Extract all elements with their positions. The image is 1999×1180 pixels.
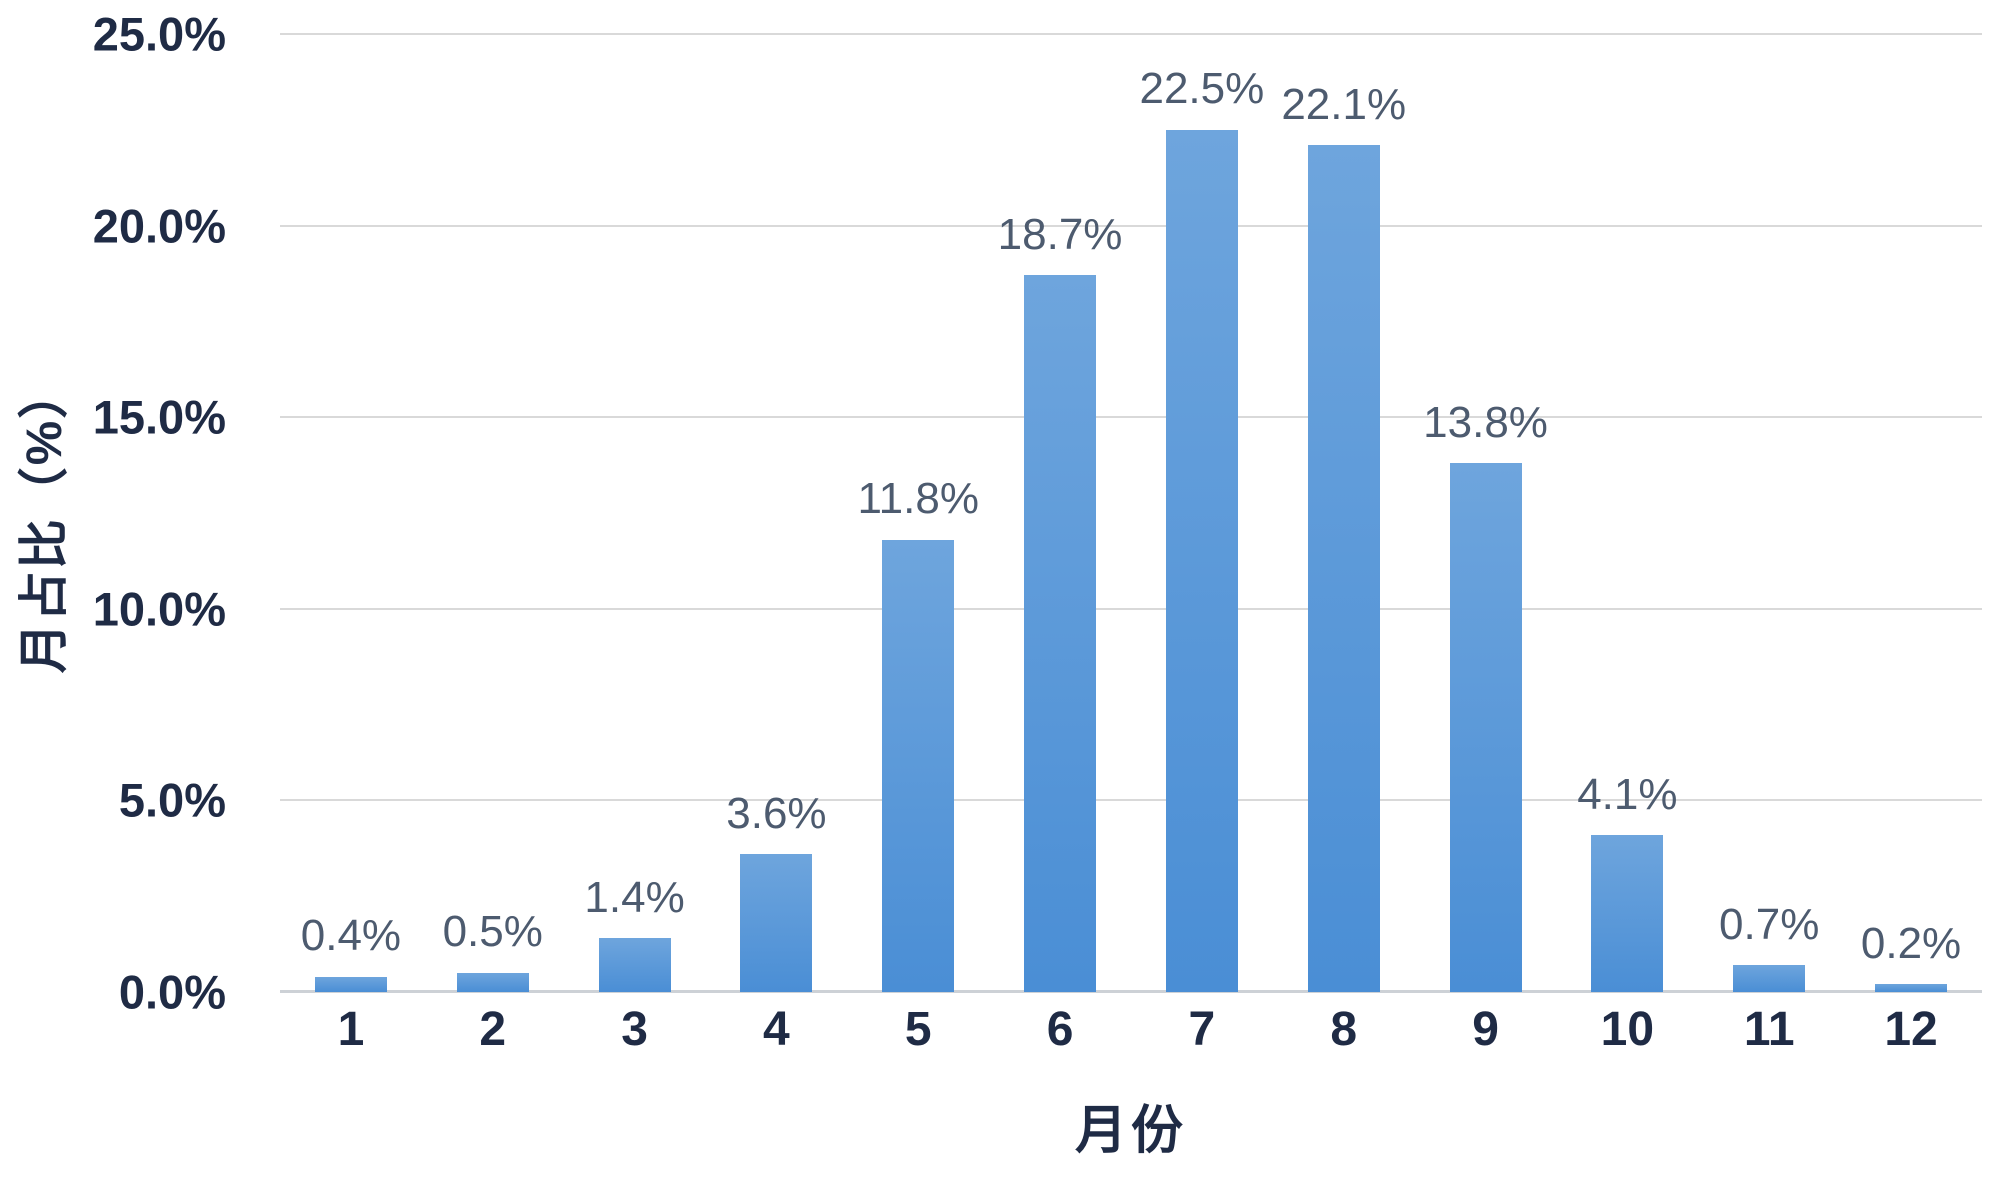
bar-column: 3.6% bbox=[705, 34, 847, 992]
bar-column: 13.8% bbox=[1415, 34, 1557, 992]
bar-value-label: 13.8% bbox=[1423, 397, 1548, 447]
bar-value-label: 1.4% bbox=[584, 872, 685, 922]
x-axis-line bbox=[280, 990, 1982, 993]
x-axis-tick-label: 9 bbox=[1472, 1003, 1499, 1056]
bar-value-label: 0.7% bbox=[1719, 899, 1820, 949]
bar-month-4 bbox=[740, 854, 813, 992]
bar-value-label: 22.5% bbox=[1139, 64, 1265, 114]
bar-column: 22.1% bbox=[1273, 34, 1415, 992]
bar-month-8 bbox=[1307, 145, 1380, 992]
bar-value-label: 4.1% bbox=[1577, 769, 1678, 819]
bar-column: 0.5% bbox=[422, 34, 564, 992]
bar-value-label: 0.5% bbox=[442, 907, 543, 957]
x-axis-tick-label: 6 bbox=[1046, 1003, 1074, 1056]
bar-value-label: 3.6% bbox=[726, 788, 827, 838]
bar-month-10 bbox=[1591, 834, 1664, 992]
bar-column: 11.8% bbox=[847, 34, 989, 992]
bar-column: 0.4% bbox=[280, 34, 422, 992]
bar-series: 0.4% 0.5% 1.4% 3.6% 11.8% 18.7% 22.5% 22.1% 13.8… bbox=[280, 34, 1982, 992]
x-axis-tick-label: 12 bbox=[1884, 1003, 1938, 1056]
bar-value-label: 18.7% bbox=[997, 210, 1123, 260]
y-axis-tick-label: 25.0% bbox=[92, 7, 226, 61]
bar-value-label: 0.2% bbox=[1860, 918, 1962, 968]
bar-month-5 bbox=[882, 539, 955, 992]
bar-value-label: 0.4% bbox=[300, 911, 402, 961]
bar-month-11 bbox=[1733, 965, 1806, 992]
bar-month-1 bbox=[314, 976, 387, 992]
y-axis-tick-label: 5.0% bbox=[118, 773, 226, 827]
x-axis-tick-label: 5 bbox=[904, 1003, 932, 1056]
gridline bbox=[280, 799, 1982, 802]
x-axis-tick-label: 8 bbox=[1330, 1003, 1358, 1056]
x-axis-tick-label: 10 bbox=[1600, 1003, 1655, 1056]
y-axis-tick-label: 10.0% bbox=[92, 582, 226, 636]
bar-month-7 bbox=[1165, 129, 1238, 992]
gridline bbox=[280, 33, 1982, 35]
y-axis-tick-label: 15.0% bbox=[92, 390, 226, 444]
bar-month-9 bbox=[1449, 463, 1522, 992]
gridline bbox=[280, 224, 1982, 227]
y-axis-tick-label: 0.0% bbox=[118, 965, 226, 1019]
bar-month-2 bbox=[456, 972, 529, 992]
x-axis: 1 2 3 4 5 6 7 8 9 10 11 12 bbox=[280, 1006, 1982, 1054]
x-axis-tick-label: 1 bbox=[337, 1003, 365, 1056]
bar-month-6 bbox=[1024, 275, 1097, 992]
y-axis: 0.0% 5.0% 10.0% 15.0% 20.0% 25.0% bbox=[0, 11, 238, 1016]
x-axis-title: 月份 bbox=[1074, 1102, 1187, 1160]
bar-column: 0.2% bbox=[1840, 34, 1982, 992]
bar-month-3 bbox=[598, 938, 671, 992]
bar-column: 1.4% bbox=[564, 34, 706, 992]
x-axis-tick-label: 4 bbox=[763, 1003, 790, 1056]
bar-value-label: 22.1% bbox=[1281, 79, 1407, 129]
x-axis-tick-label: 2 bbox=[479, 1003, 507, 1056]
bar-column: 18.7% bbox=[989, 34, 1131, 992]
plot-area: 0.4% 0.5% 1.4% 3.6% 11.8% 18.7% 22.5% 22.1% 13.8… bbox=[280, 33, 1982, 993]
x-axis-tick-label: 3 bbox=[621, 1003, 648, 1056]
bar-month-12 bbox=[1875, 984, 1948, 992]
bar-column: 4.1% bbox=[1556, 34, 1698, 992]
y-axis-tick-label: 20.0% bbox=[92, 199, 226, 253]
bar-value-label: 11.8% bbox=[857, 474, 979, 524]
x-axis-tick-label: 7 bbox=[1188, 1003, 1216, 1056]
x-axis-tick-label: 11 bbox=[1743, 1003, 1795, 1056]
bar-column: 22.5% bbox=[1131, 34, 1273, 992]
bar-column: 0.7% bbox=[1698, 34, 1840, 992]
gridline bbox=[280, 607, 1982, 610]
gridline bbox=[280, 416, 1982, 419]
